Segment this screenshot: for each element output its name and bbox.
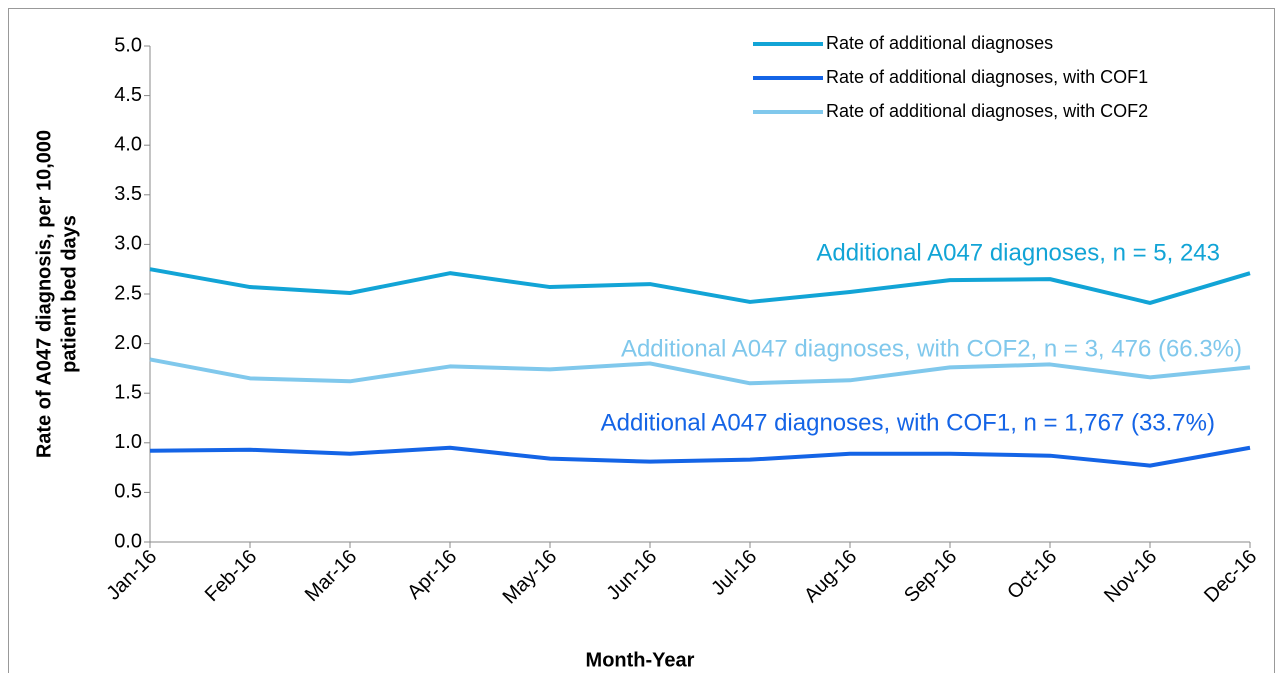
x-tick-label: Sep-16 <box>900 546 961 607</box>
chart-frame <box>8 8 1275 673</box>
x-tick-label: Oct-16 <box>1003 546 1061 604</box>
x-tick-label: Nov-16 <box>1100 546 1161 607</box>
annotation: Additional A047 diagnoses, with COF1, n … <box>601 409 1215 436</box>
annotation: Additional A047 diagnoses, n = 5, 243 <box>816 239 1220 266</box>
x-tick-label: Dec-16 <box>1200 546 1261 607</box>
series-line <box>149 357 1251 386</box>
y-tick-label: 2.0 <box>114 332 142 354</box>
y-axis-title-line: Rate of A047 diagnosis, per 10,000 <box>33 130 55 458</box>
annotation: Additional A047 diagnoses, with COF2, n … <box>621 335 1242 362</box>
y-tick-label: 4.0 <box>114 133 142 155</box>
y-tick-label: 1.5 <box>114 381 142 403</box>
legend-label: Rate of additional diagnoses <box>826 33 1053 53</box>
y-tick-label: 4.5 <box>114 84 142 106</box>
legend-label: Rate of additional diagnoses, with COF2 <box>826 101 1148 121</box>
x-tick-label: Feb-16 <box>201 546 261 606</box>
y-axis-title: Rate of A047 diagnosis, per 10,000 patie… <box>33 130 80 458</box>
y-tick-label: 3.5 <box>114 183 142 205</box>
x-tick-label: Apr-16 <box>403 546 461 604</box>
x-axis-title: Month-Year <box>586 649 695 671</box>
legend-label: Rate of additional diagnoses, with COF1 <box>826 67 1148 87</box>
y-tick-label: 2.5 <box>114 282 142 304</box>
y-tick-label: 5.0 <box>114 34 142 56</box>
x-tick-label: Jan-16 <box>102 546 161 605</box>
y-axis-title-line: patient bed days <box>58 215 80 373</box>
y-tick-label: 3.0 <box>114 233 142 255</box>
series-line <box>149 445 1251 468</box>
y-tick-label: 0.0 <box>114 530 142 552</box>
series-line <box>149 267 1251 305</box>
y-tick-label: 0.5 <box>114 481 142 503</box>
x-tick-label: Jul-16 <box>707 546 761 600</box>
x-tick-label: Jun-16 <box>602 546 661 605</box>
x-tick-label: Mar-16 <box>301 546 361 606</box>
x-tick-label: May-16 <box>499 546 562 609</box>
x-tick-label: Aug-16 <box>800 546 861 607</box>
y-tick-label: 1.0 <box>114 431 142 453</box>
